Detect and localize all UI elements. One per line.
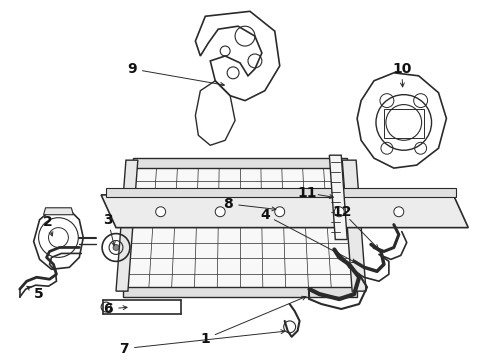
Polygon shape	[116, 160, 138, 291]
Text: 5: 5	[34, 287, 44, 301]
Text: 1: 1	[200, 332, 210, 346]
Polygon shape	[123, 287, 357, 297]
Text: 11: 11	[298, 186, 317, 200]
Text: 8: 8	[223, 197, 233, 211]
Circle shape	[275, 207, 285, 217]
Polygon shape	[126, 165, 354, 289]
Text: 4: 4	[260, 208, 270, 222]
Text: 7: 7	[119, 342, 129, 356]
Circle shape	[394, 207, 404, 217]
Polygon shape	[44, 208, 74, 215]
Polygon shape	[342, 160, 366, 291]
Text: 10: 10	[392, 62, 412, 76]
Text: 9: 9	[127, 62, 137, 76]
Circle shape	[334, 207, 344, 217]
Polygon shape	[101, 195, 468, 228]
Polygon shape	[133, 158, 347, 168]
Circle shape	[215, 207, 225, 217]
Polygon shape	[329, 155, 347, 239]
Polygon shape	[106, 188, 456, 197]
Circle shape	[156, 207, 166, 217]
Circle shape	[113, 244, 119, 251]
Text: 2: 2	[43, 215, 52, 229]
Text: 6: 6	[103, 302, 113, 316]
Text: 12: 12	[333, 205, 352, 219]
Text: 3: 3	[103, 213, 113, 227]
